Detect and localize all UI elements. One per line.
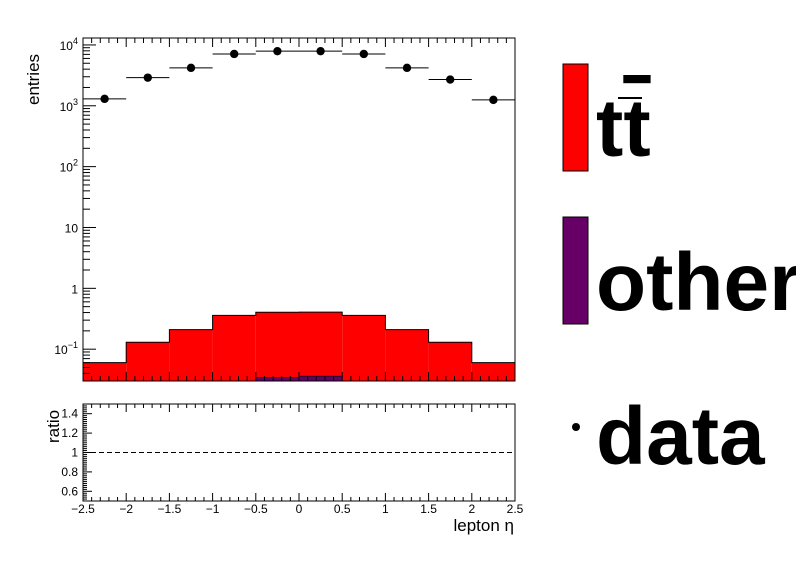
svg-text:tt: tt (596, 83, 651, 174)
ratio-y-tick-label: 0.8 (61, 465, 78, 479)
legend-label-data: data (596, 391, 766, 482)
y-tick-label: 1 (71, 282, 78, 296)
main-histograms (83, 311, 515, 382)
ratio-panel: −2.5 −2 −1.5 −1 −0.5 0 0.5 1 1.5 2 2.5 0.6 0.8 1 1.2 1… (44, 403, 524, 535)
x-tick-label: −2.5 (71, 502, 95, 516)
x-tick-label: −1 (206, 502, 220, 516)
x-tick-label: 2 (468, 502, 475, 516)
legend: tt other data (562, 63, 796, 482)
legend-swatch-other (562, 216, 589, 325)
ttbar-bar (342, 315, 386, 381)
other-bar (298, 375, 343, 382)
x-tick-label: 1.5 (420, 502, 437, 516)
ttbar-bar (299, 312, 343, 381)
y-tick-label: 103 (60, 97, 78, 114)
legend-swatch-ttbar (562, 63, 589, 172)
main-data-points (83, 46, 515, 105)
data-point (273, 46, 282, 56)
x-tick-label: 2.5 (507, 502, 524, 516)
ratio-y-ticks: 0.6 0.8 1 1.2 1.4 (61, 403, 92, 502)
ttbar-bar (126, 342, 170, 381)
y-tick-label: 102 (60, 158, 78, 175)
legend-label-other: other (596, 237, 796, 328)
legend-label-ttbar: tt (596, 83, 651, 174)
y-tick-label: 10 (65, 221, 79, 235)
data-point (489, 95, 498, 105)
ttbar-bar (169, 329, 213, 381)
ratio-y-tick-label: 1 (71, 446, 78, 460)
ttbar-bar (212, 315, 256, 381)
x-tick-label: −1.5 (158, 502, 182, 516)
data-point (446, 75, 455, 84)
data-point (230, 49, 239, 59)
ttbar-bar (428, 342, 472, 381)
ttbar-bar (83, 362, 127, 381)
main-y-axis-title: entries (24, 54, 43, 105)
data-point (100, 94, 109, 104)
x-axis-title: lepton η (454, 516, 515, 535)
x-tick-label: 0.5 (334, 502, 351, 516)
main-x-ticks (82, 38, 516, 381)
data-point (359, 49, 368, 59)
ttbar-bar (255, 312, 299, 381)
ratio-x-ticks: −2.5 −2 −1.5 −1 −0.5 0 0.5 1 1.5 2 2.5 (71, 404, 524, 516)
ratio-y-tick-label: 1.4 (61, 407, 78, 421)
y-tick-label: 104 (60, 36, 78, 53)
x-tick-label: 1 (382, 502, 389, 516)
x-tick-label: 0 (296, 502, 303, 516)
data-point (186, 63, 196, 73)
legend-marker-data (572, 423, 580, 431)
ratio-y-tick-label: 0.6 (61, 484, 78, 498)
y-tick-label: 10−1 (54, 340, 78, 357)
ttbar-bar (385, 329, 429, 381)
data-point (402, 63, 412, 73)
data-point (316, 46, 325, 56)
ratio-y-axis-title: ratio (44, 410, 63, 443)
ratio-y-tick-label: 1.2 (61, 426, 78, 440)
x-tick-label: −0.5 (244, 502, 268, 516)
ttbar-outline (83, 311, 515, 364)
x-tick-label: −2 (119, 502, 133, 516)
data-point (143, 73, 152, 82)
ttbar-bar (471, 362, 515, 381)
